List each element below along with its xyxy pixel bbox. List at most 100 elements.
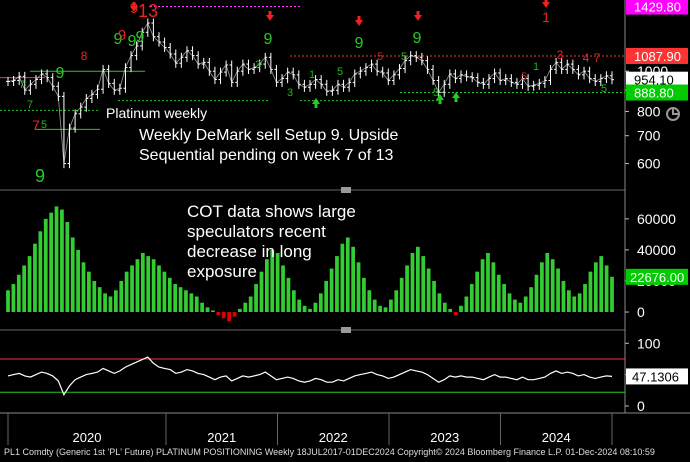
cot-bar [475, 271, 480, 313]
cot-bar [593, 262, 598, 313]
demark-count-label: 4 [583, 51, 590, 65]
cot-bar [599, 256, 604, 313]
cot-bar [49, 212, 54, 313]
cot-bar [362, 277, 366, 313]
cot-bar [281, 265, 285, 313]
oscillator-panel: 05010047.1306 [0, 335, 688, 414]
price-value-tag [626, 84, 688, 101]
cot-bar [545, 253, 550, 313]
cot-bar [248, 296, 253, 313]
cot-bar [534, 274, 539, 313]
cot-bar [184, 290, 188, 313]
demark-count-label: 9 [413, 30, 422, 47]
cot-bar [394, 290, 399, 313]
cot-panel: 020000400006000022676.00 [6, 206, 688, 322]
demark-setup-digit: 5 [377, 51, 383, 63]
cot-bar [561, 280, 566, 313]
cot-bar [92, 280, 97, 313]
sell-arrow-icon [542, 0, 550, 8]
demark-setup-digit: 7 [27, 99, 33, 111]
cot-bar [173, 284, 178, 313]
cot-bar [529, 287, 533, 313]
cot-bar [211, 310, 215, 313]
sell-arrow-icon [130, 2, 138, 12]
cot-text-line-2: speculators recent [187, 222, 326, 241]
cot-bar [459, 305, 463, 313]
cot-bar [297, 299, 302, 313]
cot-bar [345, 237, 350, 313]
demark-text-line-1: Weekly DeMark sell Setup 9. Upside [139, 127, 399, 144]
panel-handle-1[interactable] [341, 187, 351, 193]
price-axis-tick-label: 600 [637, 156, 661, 172]
cot-bar [227, 312, 231, 322]
cot-bar [167, 277, 172, 313]
cot-bar [124, 271, 129, 313]
cot-bar [200, 302, 205, 313]
cot-bar [383, 307, 388, 313]
x-axis-tick-label: 2020 [73, 430, 102, 445]
cot-bar [405, 265, 409, 313]
demark-count-label: 9 [56, 65, 65, 82]
cot-bar [43, 218, 48, 313]
demark-setup-digit: 5 [433, 87, 439, 99]
cot-bar [356, 262, 361, 313]
demark-count-label: 9 [136, 29, 145, 46]
demark-count-label: 9 [355, 35, 364, 52]
panel-handle-2[interactable] [341, 327, 351, 333]
cot-bar [11, 284, 16, 313]
buy-arrow-icon [436, 94, 444, 104]
cot-bar [60, 209, 64, 313]
cot-axis-tick-label: 40000 [637, 242, 676, 258]
cot-bar [502, 284, 507, 313]
cot-bar [437, 293, 442, 313]
demark-setup-digit: 3 [287, 87, 293, 99]
sell-arrow-icon [266, 11, 274, 21]
demark-count-label: 1 [542, 9, 550, 25]
demark-count-label: 13 [138, 1, 158, 21]
cot-bar [157, 265, 161, 313]
cot-bar [308, 308, 312, 313]
cot-bar [335, 256, 339, 313]
cot-bar [65, 221, 70, 313]
price-value-tag-label: 1429.80 [634, 0, 681, 15]
cot-bar [76, 249, 80, 313]
cot-bar [270, 249, 275, 313]
demark-setup-digit: 5 [337, 66, 343, 78]
cot-bar [130, 265, 134, 313]
cot-bar [140, 253, 145, 313]
price-line [7, 22, 613, 164]
cot-bar [232, 312, 237, 317]
price-value-tag-label: 1087.90 [634, 49, 681, 64]
cot-bar [556, 268, 560, 313]
cot-bar [523, 296, 528, 313]
cot-bar [205, 307, 210, 313]
cot-bar [151, 259, 156, 313]
cot-bar [22, 265, 27, 313]
cot-bar [54, 206, 59, 313]
cot-bar [469, 284, 474, 313]
demark-setup-digit: 3 [255, 59, 261, 71]
cot-bar [178, 287, 183, 313]
cot-bar [378, 305, 382, 313]
cot-bar [70, 237, 75, 313]
price-value-tag [626, 47, 688, 64]
demark-count-label: 9 [128, 33, 137, 50]
cot-bar [588, 271, 593, 313]
cot-bar [146, 256, 151, 313]
demark-setup-digit: 5 [401, 51, 407, 63]
price-axis-tick-label: 800 [637, 104, 661, 120]
price-value-tag-label: 954.10 [634, 73, 674, 88]
cot-bar [243, 302, 248, 313]
osc-axis-tick-label: 100 [637, 335, 661, 351]
demark-count-label: 9 [114, 31, 123, 48]
cot-bar [329, 268, 334, 313]
panel-settings-icon[interactable] [665, 106, 681, 122]
demark-count-label: 9 [264, 31, 273, 48]
cot-bar [507, 293, 512, 313]
demark-count-label: 3 [557, 48, 564, 62]
cot-bar [97, 287, 102, 313]
cot-bar [610, 276, 614, 313]
cot-bar [189, 293, 194, 313]
cot-value-tag-label: 22676.00 [630, 270, 684, 285]
cot-bar [399, 277, 404, 313]
